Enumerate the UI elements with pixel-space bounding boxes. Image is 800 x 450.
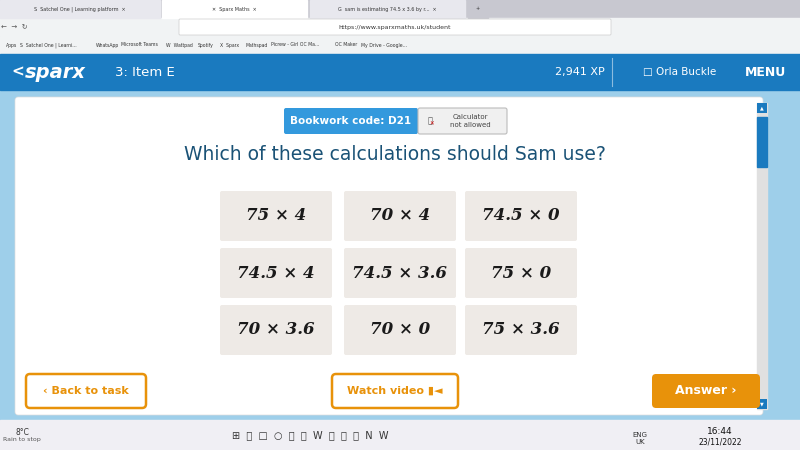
Text: MENU: MENU xyxy=(746,66,786,78)
FancyBboxPatch shape xyxy=(220,191,332,241)
Text: 74.5 × 4: 74.5 × 4 xyxy=(237,265,315,282)
Text: S  Satchel One | Learni...: S Satchel One | Learni... xyxy=(20,42,77,48)
Bar xyxy=(310,0,465,18)
Text: Calculator
not allowed: Calculator not allowed xyxy=(450,114,491,128)
Bar xyxy=(0,420,800,450)
Text: ✕: ✕ xyxy=(430,122,434,126)
Bar xyxy=(162,0,307,18)
Bar xyxy=(0,0,800,18)
Bar xyxy=(757,117,767,167)
Text: G  sam is estimating 74.5 x 3.6 by r...  ×: G sam is estimating 74.5 x 3.6 by r... × xyxy=(338,6,437,12)
Text: Picrew - Girl OC Ma...: Picrew - Girl OC Ma... xyxy=(270,42,319,48)
FancyBboxPatch shape xyxy=(757,399,767,409)
FancyBboxPatch shape xyxy=(344,248,456,298)
Text: S  Satchel One | Learning platform  ×: S Satchel One | Learning platform × xyxy=(34,6,126,12)
Text: ‹ Back to task: ‹ Back to task xyxy=(43,386,129,396)
Bar xyxy=(0,0,160,18)
Text: sparx: sparx xyxy=(25,63,86,81)
FancyBboxPatch shape xyxy=(220,248,332,298)
Text: Bookwork code: D21: Bookwork code: D21 xyxy=(290,116,411,126)
Text: Microsoft Teams: Microsoft Teams xyxy=(122,42,158,48)
Text: 70 × 0: 70 × 0 xyxy=(370,321,430,338)
FancyBboxPatch shape xyxy=(179,19,611,35)
FancyBboxPatch shape xyxy=(465,305,577,355)
Bar xyxy=(0,54,800,90)
FancyBboxPatch shape xyxy=(332,374,458,408)
Text: OC Maker: OC Maker xyxy=(335,42,358,48)
FancyBboxPatch shape xyxy=(26,374,146,408)
FancyBboxPatch shape xyxy=(418,108,507,134)
FancyBboxPatch shape xyxy=(344,191,456,241)
Text: My Drive - Google...: My Drive - Google... xyxy=(361,42,407,48)
Text: ▲: ▲ xyxy=(760,105,764,111)
Text: Watch video ▮◄: Watch video ▮◄ xyxy=(347,386,442,396)
FancyBboxPatch shape xyxy=(344,305,456,355)
Text: ✕  Sparx Maths  ×: ✕ Sparx Maths × xyxy=(212,6,257,12)
Bar xyxy=(0,18,800,36)
Text: 75 × 3.6: 75 × 3.6 xyxy=(482,321,560,338)
Text: Which of these calculations should Sam use?: Which of these calculations should Sam u… xyxy=(184,145,606,165)
Text: 2,941 XP: 2,941 XP xyxy=(555,67,605,77)
Text: Mathspad: Mathspad xyxy=(246,42,268,48)
FancyBboxPatch shape xyxy=(465,191,577,241)
Text: 70 × 3.6: 70 × 3.6 xyxy=(237,321,315,338)
Bar xyxy=(468,0,488,18)
Text: 75 × 0: 75 × 0 xyxy=(491,265,551,282)
Text: X  Sparx: X Sparx xyxy=(220,42,239,48)
Text: 📋: 📋 xyxy=(427,117,433,126)
Bar xyxy=(757,103,767,409)
Text: □ Orla Buckle: □ Orla Buckle xyxy=(643,67,717,77)
Text: Rain to stop: Rain to stop xyxy=(3,437,41,442)
Text: W  Wattpad: W Wattpad xyxy=(166,42,193,48)
Text: 74.5 × 3.6: 74.5 × 3.6 xyxy=(353,265,447,282)
Bar xyxy=(0,90,800,450)
Text: 23/11/2022: 23/11/2022 xyxy=(698,437,742,446)
FancyBboxPatch shape xyxy=(284,108,418,134)
FancyBboxPatch shape xyxy=(220,305,332,355)
Text: WhatsApp: WhatsApp xyxy=(96,42,119,48)
FancyBboxPatch shape xyxy=(652,374,760,408)
Text: https://www.sparxmaths.uk/student: https://www.sparxmaths.uk/student xyxy=(338,24,451,30)
FancyBboxPatch shape xyxy=(15,97,763,415)
Text: 70 × 4: 70 × 4 xyxy=(370,207,430,225)
Text: Apps: Apps xyxy=(6,42,18,48)
Text: <: < xyxy=(12,64,24,80)
Text: ←  →  ↻: ← → ↻ xyxy=(1,24,27,30)
Text: 3: Item E: 3: Item E xyxy=(115,66,174,78)
Text: 75 × 4: 75 × 4 xyxy=(246,207,306,225)
Text: UK: UK xyxy=(635,439,645,445)
Text: ▼: ▼ xyxy=(760,401,764,406)
Text: Spotify: Spotify xyxy=(198,42,214,48)
Text: 8°C: 8°C xyxy=(15,428,29,437)
Text: 74.5 × 0: 74.5 × 0 xyxy=(482,207,560,225)
Text: ENG: ENG xyxy=(633,432,647,438)
Text: 16:44: 16:44 xyxy=(707,428,733,436)
Bar xyxy=(0,36,800,54)
Text: +: + xyxy=(476,6,480,12)
Text: Answer ›: Answer › xyxy=(675,384,737,397)
Text: ⊞  🔍  □  ○  📁  📧  W  📘  🔵  🔴  N  W: ⊞ 🔍 □ ○ 📁 📧 W 📘 🔵 🔴 N W xyxy=(232,430,388,440)
FancyBboxPatch shape xyxy=(465,248,577,298)
FancyBboxPatch shape xyxy=(757,103,767,113)
